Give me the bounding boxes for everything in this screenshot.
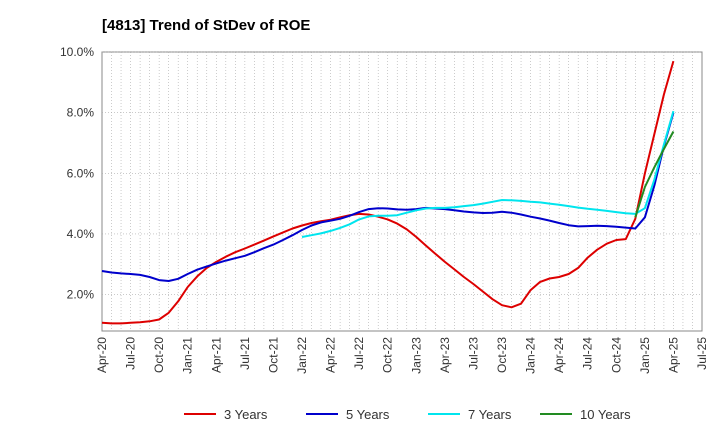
x-tick-label: Apr-21: [209, 337, 223, 373]
plot-frame: [101, 51, 703, 332]
y-tick-label: 4.0%: [67, 227, 95, 241]
x-tick-label: Apr-22: [324, 337, 338, 373]
grid-lines: [102, 51, 702, 331]
x-tick-label: Jan-23: [409, 337, 423, 374]
legend: 3 Years 5 Years 7 Years 10 Years: [184, 407, 631, 422]
legend-label-10-years: 10 Years: [580, 407, 631, 422]
x-tick-label: Apr-23: [438, 337, 452, 373]
x-tick-label: Jan-25: [638, 337, 652, 374]
y-tick-label: 8.0%: [67, 106, 95, 120]
x-tick-label: Jul-24: [581, 337, 595, 370]
series-layer: [101, 60, 675, 325]
plot-area: [101, 51, 703, 332]
series-line-7-years: [301, 110, 675, 238]
chart-title: [4813] Trend of StDev of ROE: [102, 17, 310, 34]
x-tick-label: Oct-24: [609, 337, 623, 373]
x-tick-label: Oct-20: [152, 337, 166, 373]
y-tick-label: 10.0%: [60, 45, 94, 59]
y-tick-label: 6.0%: [67, 166, 95, 180]
x-tick-label: Jul-20: [124, 337, 138, 370]
x-tick-label: Apr-20: [95, 337, 109, 373]
y-axis-ticks: 2.0% 4.0% 6.0% 8.0% 10.0%: [60, 45, 94, 302]
legend-label-3-years: 3 Years: [224, 407, 268, 422]
x-tick-label: Apr-25: [666, 337, 680, 373]
x-tick-label: Jan-22: [295, 337, 309, 374]
x-tick-label: Oct-21: [266, 337, 280, 373]
legend-label-5-years: 5 Years: [346, 407, 390, 422]
series-line-3-years: [101, 60, 675, 325]
series-line-10-years: [634, 131, 675, 218]
x-tick-label: Jul-25: [695, 337, 709, 370]
x-tick-label: Jan-21: [181, 337, 195, 374]
x-tick-label: Jul-22: [352, 337, 366, 370]
x-tick-label: Oct-23: [495, 337, 509, 373]
series-line-5-years: [101, 112, 675, 282]
legend-label-7-years: 7 Years: [468, 407, 512, 422]
x-tick-label: Oct-22: [381, 337, 395, 373]
x-tick-label: Apr-24: [552, 337, 566, 373]
x-axis-ticks: Apr-20 Jul-20 Oct-20 Jan-21 Apr-21 Jul-21 Oct-…: [95, 337, 709, 374]
x-tick-label: Jan-24: [524, 337, 538, 374]
x-tick-label: Jul-23: [466, 337, 480, 370]
x-tick-label: Jul-21: [238, 337, 252, 370]
y-tick-label: 2.0%: [67, 288, 95, 302]
